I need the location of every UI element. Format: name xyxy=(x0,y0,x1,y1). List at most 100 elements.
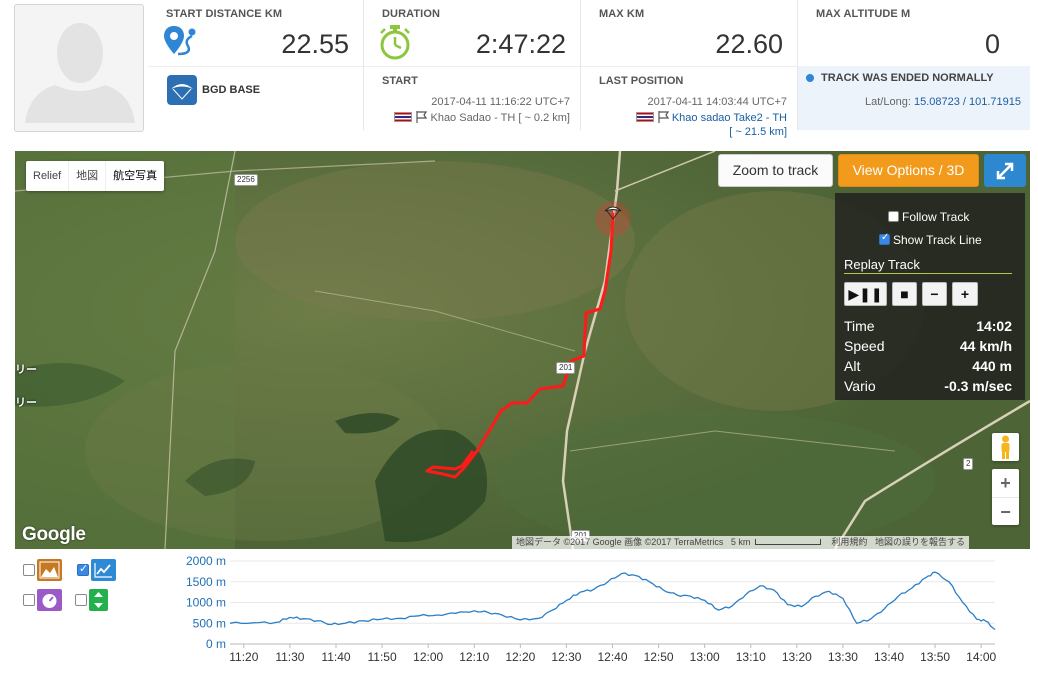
glider-position-marker[interactable] xyxy=(595,201,631,237)
track-status-box: TRACK WAS ENDED NORMALLY Lat/Long: 15.08… xyxy=(798,66,1030,130)
plus-icon: + xyxy=(960,286,970,302)
show-track-line-checkbox[interactable] xyxy=(879,232,890,245)
thailand-flag-icon xyxy=(394,112,413,122)
report-error-link[interactable]: 地図の誤りを報告する xyxy=(874,537,965,547)
replay-time-row: Time 14:02 xyxy=(844,318,1012,334)
slower-button[interactable]: − xyxy=(922,282,947,306)
x-tick-label: 13:50 xyxy=(920,650,950,664)
x-tick-label: 11:20 xyxy=(229,650,258,664)
y-tick-label: 1500 m xyxy=(186,575,226,589)
stop-button[interactable]: ■ xyxy=(892,282,917,306)
replay-vario-value: -0.3 m/sec xyxy=(944,378,1012,394)
tab-relief[interactable]: Relief xyxy=(26,161,70,191)
x-tick-label: 13:30 xyxy=(828,650,858,664)
zoom-in-button[interactable]: + xyxy=(992,469,1019,497)
start-distance-label: START DISTANCE KM xyxy=(166,8,283,20)
play-pause-icon: ▶❚❚ xyxy=(848,286,883,302)
y-tick-label: 0 m xyxy=(206,637,226,651)
x-tick-label: 12:20 xyxy=(505,650,535,664)
altitude-chart[interactable]: 2000 m 1500 m 1000 m 500 m 0 m 11:20 11:30 11:… xyxy=(165,552,1010,670)
x-tick-label: 12:00 xyxy=(413,650,443,664)
x-tick-label: 13:40 xyxy=(874,650,904,664)
plus-icon: + xyxy=(1000,473,1011,493)
latlong-line: Lat/Long: 15.08723 / 101.71915 xyxy=(865,96,1021,108)
last-position-place-line[interactable]: Khao sadao Take2 - TH xyxy=(635,111,787,126)
last-position-distance: [ ~ 21.5 km] xyxy=(729,126,787,138)
replay-speed-value: 44 km/h xyxy=(959,338,1012,354)
replay-vario-row: Vario -0.3 m/sec xyxy=(844,378,1012,394)
minus-icon: − xyxy=(1000,502,1011,522)
satellite-map[interactable]: 2256 201 2 201 リー リー Relief 地図 航空写真 Zoom… xyxy=(15,151,1030,549)
zoom-to-track-button[interactable]: Zoom to track xyxy=(718,154,833,187)
vario-checkbox[interactable] xyxy=(75,594,87,606)
replay-speed-row: Speed 44 km/h xyxy=(844,338,1012,354)
altitude-chart-icon[interactable] xyxy=(91,559,116,581)
follow-track-label: Follow Track xyxy=(902,210,970,224)
terrain-checkbox[interactable] xyxy=(23,564,35,576)
google-logo: Google xyxy=(22,524,86,545)
zoom-out-button[interactable]: − xyxy=(992,497,1019,525)
pilot-avatar xyxy=(14,4,144,132)
scale-label: 5 km xyxy=(730,537,751,547)
faster-button[interactable]: + xyxy=(952,282,978,306)
scale-bar xyxy=(754,539,821,545)
view-options-button[interactable]: View Options / 3D xyxy=(838,154,979,187)
show-track-line-toggle[interactable]: Show Track Line xyxy=(879,232,982,247)
follow-track-toggle[interactable]: Follow Track xyxy=(888,210,969,224)
terms-link[interactable]: 利用規約 xyxy=(831,537,868,547)
map-place-label: リー xyxy=(15,397,37,409)
start-label: START xyxy=(382,75,418,87)
latlong-label: Lat/Long: xyxy=(865,96,911,108)
duration-label: DURATION xyxy=(382,8,441,20)
replay-control-panel: Follow Track Show Track Line Replay Trac… xyxy=(835,193,1025,400)
track-status-text: TRACK WAS ENDED NORMALLY xyxy=(821,72,994,84)
max-km-stat: MAX KM 22.60 xyxy=(581,0,798,66)
start-info: START 2017-04-11 11:16:22 UTC+7 Khao Sad… xyxy=(364,66,581,130)
play-pause-button[interactable]: ▶❚❚ xyxy=(844,282,887,306)
tab-map[interactable]: 地図 xyxy=(69,161,107,191)
y-tick-label: 2000 m xyxy=(186,554,226,568)
replay-alt-label: Alt xyxy=(844,358,861,374)
chart-legend xyxy=(15,556,165,616)
road-shield-2: 2 xyxy=(963,458,974,470)
speed-checkbox[interactable] xyxy=(23,594,35,606)
x-tick-label: 13:00 xyxy=(690,650,720,664)
max-km-value: 22.60 xyxy=(715,29,783,59)
x-tick-label: 11:50 xyxy=(368,650,397,664)
takeoff-flag-icon xyxy=(415,111,428,126)
terrain-icon[interactable] xyxy=(37,559,62,581)
street-view-pegman[interactable] xyxy=(992,433,1019,461)
x-tick-label: 11:40 xyxy=(321,650,350,664)
replay-track-title: Replay Track xyxy=(844,257,1012,274)
replay-vario-label: Vario xyxy=(844,378,876,394)
show-track-line-label: Show Track Line xyxy=(893,233,982,247)
replay-time-value: 14:02 xyxy=(976,318,1012,334)
glider-name: BGD BASE xyxy=(202,84,261,96)
expand-icon xyxy=(996,162,1014,180)
attribution-text: 地図データ ©2017 Google 画像 ©2017 TerraMetrics xyxy=(516,537,724,547)
x-tick-label: 14:00 xyxy=(966,650,996,664)
speedometer-icon[interactable] xyxy=(37,589,62,611)
fullscreen-button[interactable] xyxy=(984,154,1026,187)
altitude-series-line xyxy=(229,571,996,631)
x-tick-label: 13:20 xyxy=(782,650,812,664)
max-altitude-value: 0 xyxy=(984,29,1000,59)
x-tick-label: 12:40 xyxy=(597,650,627,664)
status-dot-icon xyxy=(806,74,814,82)
last-position-place[interactable]: Khao sadao Take2 - TH xyxy=(671,112,787,124)
x-tick-label: 12:30 xyxy=(551,650,581,664)
vario-arrows-icon[interactable] xyxy=(89,589,108,611)
x-tick-label: 12:10 xyxy=(459,650,489,664)
landing-flag-icon xyxy=(657,111,669,126)
zoom-control: + − xyxy=(992,469,1019,525)
tab-satellite[interactable]: 航空写真 xyxy=(113,170,158,182)
map-type-tabs: Relief 地図 航空写真 xyxy=(26,161,165,191)
replay-speed-label: Speed xyxy=(844,338,885,354)
follow-track-checkbox[interactable] xyxy=(888,211,899,222)
glider-info: BGD BASE xyxy=(148,66,364,130)
latlong-value: 15.08723 / 101.71915 xyxy=(913,96,1021,108)
map-place-label: リー xyxy=(15,364,37,376)
route-pin-icon xyxy=(162,24,198,65)
minus-icon: − xyxy=(930,286,939,302)
altitude-checkbox[interactable] xyxy=(77,562,89,576)
